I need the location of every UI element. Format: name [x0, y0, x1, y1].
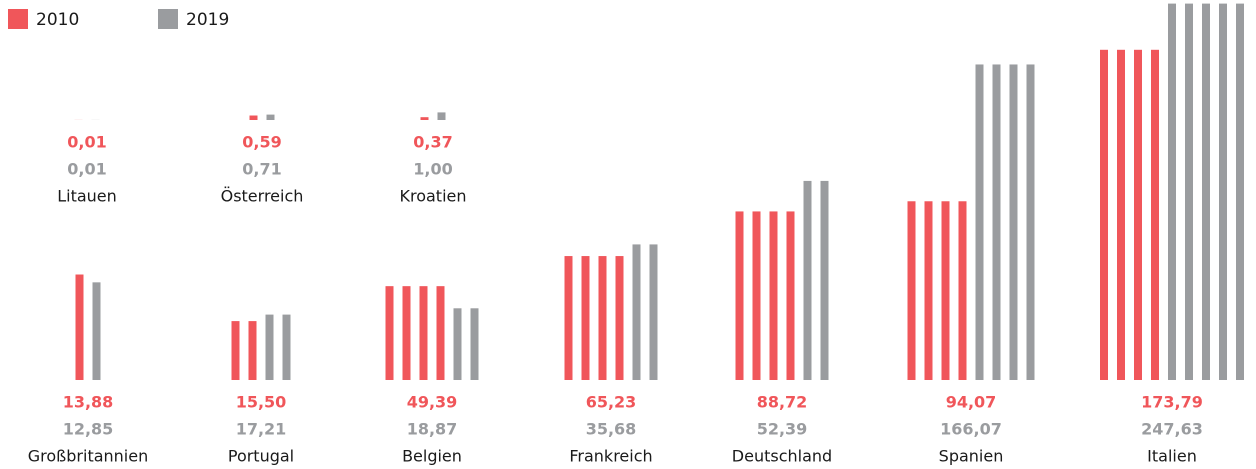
- bar: [1026, 64, 1035, 380]
- value-label: 35,68: [586, 420, 637, 439]
- category-label: Italien: [1147, 447, 1197, 466]
- bar: [564, 256, 573, 380]
- bar: [265, 314, 274, 380]
- legend-swatch: [158, 9, 178, 29]
- category-label: Litauen: [57, 187, 117, 206]
- bar: [581, 256, 590, 380]
- value-label: 65,23: [586, 393, 637, 412]
- bar: [75, 274, 84, 380]
- bar: [615, 256, 624, 380]
- bar: [992, 64, 1001, 380]
- value-label: 0,01: [67, 133, 106, 152]
- bar: [632, 244, 641, 380]
- category-label: Großbritannien: [28, 447, 148, 466]
- value-label: 0,01: [67, 160, 106, 179]
- bar: [1236, 3, 1244, 381]
- bar: [402, 286, 411, 380]
- value-label: 18,87: [407, 420, 458, 439]
- bar: [419, 286, 428, 380]
- legend-label: 2019: [186, 10, 229, 30]
- category-label: Frankreich: [569, 447, 652, 466]
- bar: [958, 201, 967, 380]
- value-label: 88,72: [757, 393, 808, 412]
- value-label: 13,88: [63, 393, 114, 412]
- value-label: 0,59: [242, 133, 281, 152]
- bar: [453, 308, 462, 380]
- bar: [975, 64, 984, 380]
- category-label: Portugal: [228, 447, 294, 466]
- bar: [598, 256, 607, 380]
- category-label: Deutschland: [732, 447, 832, 466]
- category-label: Spanien: [939, 447, 1004, 466]
- bar: [231, 321, 240, 380]
- bar: [924, 201, 933, 380]
- legend-label: 2010: [36, 10, 79, 30]
- bar: [752, 211, 761, 380]
- bar: [649, 244, 658, 380]
- bar: [769, 211, 778, 380]
- value-label: 0,71: [242, 160, 281, 179]
- bar: [249, 115, 258, 120]
- value-label: 173,79: [1141, 393, 1203, 412]
- bar: [1009, 64, 1018, 380]
- bar: [803, 180, 812, 380]
- bar: [1168, 3, 1176, 381]
- value-label: 1,00: [413, 160, 452, 179]
- bar: [786, 211, 795, 380]
- bar: [420, 117, 429, 120]
- value-label: 166,07: [940, 420, 1002, 439]
- bar: [735, 211, 744, 380]
- value-label: 247,63: [1141, 420, 1203, 439]
- bar: [1219, 3, 1227, 381]
- bar: [1117, 49, 1125, 380]
- bar: [1134, 49, 1142, 380]
- bar: [941, 201, 950, 380]
- value-label: 15,50: [236, 393, 287, 412]
- bar: [820, 180, 829, 380]
- value-label: 52,39: [757, 420, 808, 439]
- value-label: 94,07: [946, 393, 997, 412]
- bar: [92, 282, 101, 380]
- bar: [385, 286, 394, 380]
- bar: [1185, 3, 1193, 381]
- legend-swatch: [8, 9, 28, 29]
- bar: [907, 201, 916, 380]
- bar: [470, 308, 479, 380]
- bar: [266, 114, 275, 120]
- value-label: 17,21: [236, 420, 287, 439]
- value-label: 49,39: [407, 393, 458, 412]
- bar: [436, 286, 445, 380]
- value-label: 12,85: [63, 420, 114, 439]
- bar: [1100, 49, 1108, 380]
- bar: [437, 112, 446, 120]
- category-label: Kroatien: [399, 187, 466, 206]
- bar: [1202, 3, 1210, 381]
- bar: [248, 321, 257, 380]
- bar: [1151, 49, 1159, 380]
- category-label: Österreich: [221, 187, 304, 206]
- value-label: 0,37: [413, 133, 452, 152]
- bar: [282, 314, 291, 380]
- category-label: Belgien: [402, 447, 462, 466]
